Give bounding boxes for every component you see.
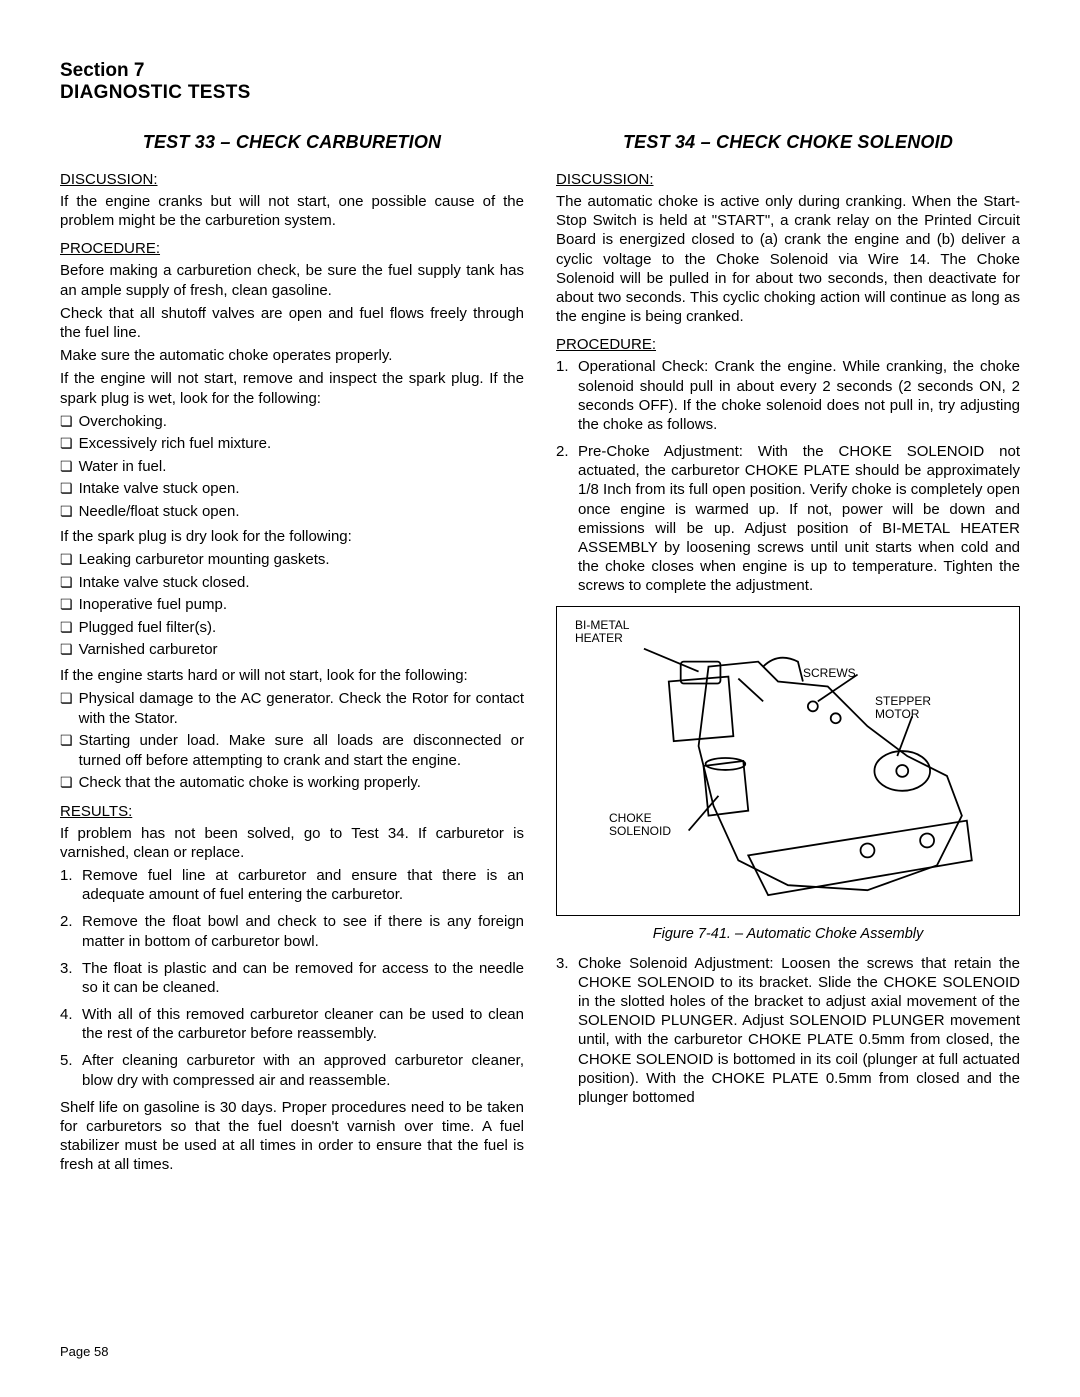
check-item: ❏ Intake valve stuck open. bbox=[60, 479, 524, 499]
check-text: Leaking carburetor mounting gaskets. bbox=[79, 550, 524, 570]
numbered-step: 3.The float is plastic and can be remove… bbox=[60, 959, 524, 997]
check-item: ❏ Water in fuel. bbox=[60, 457, 524, 477]
check-item: ❏ Varnished carburetor bbox=[60, 640, 524, 660]
check-item: ❏ Needle/float stuck open. bbox=[60, 502, 524, 522]
check-text: Starting under load. Make sure all loads… bbox=[79, 731, 524, 770]
step-number: 3. bbox=[556, 954, 578, 1108]
step-number: 1. bbox=[556, 357, 578, 434]
checkbox-icon: ❏ bbox=[60, 731, 73, 750]
numbered-step: 5.After cleaning carburetor with an appr… bbox=[60, 1051, 524, 1089]
checkbox-icon: ❏ bbox=[60, 640, 73, 659]
results-steps-list: 1.Remove fuel line at carburetor and ens… bbox=[60, 866, 524, 1090]
procedure-label: PROCEDURE: bbox=[556, 336, 1020, 353]
fig-label-screws: SCREWS bbox=[803, 667, 856, 680]
step-text: With all of this removed carburetor clea… bbox=[82, 1005, 524, 1043]
proc-step: 3. Choke Solenoid Adjustment: Loosen the… bbox=[556, 954, 1020, 1108]
fig-label-choke: CHOKESOLENOID bbox=[609, 812, 671, 838]
numbered-step: 1.Remove fuel line at carburetor and ens… bbox=[60, 866, 524, 904]
checkbox-icon: ❏ bbox=[60, 550, 73, 569]
checkbox-icon: ❏ bbox=[60, 412, 73, 431]
step-text: Remove fuel line at carburetor and ensur… bbox=[82, 866, 524, 904]
choke-assembly-diagram bbox=[557, 607, 1019, 915]
checkbox-icon: ❏ bbox=[60, 595, 73, 614]
step-number: 1. bbox=[60, 866, 82, 904]
shelf-text: Shelf life on gasoline is 30 days. Prope… bbox=[60, 1098, 524, 1175]
step-text: The float is plastic and can be removed … bbox=[82, 959, 524, 997]
check-item: ❏ Physical damage to the AC generator. Ch… bbox=[60, 689, 524, 728]
checkbox-icon: ❏ bbox=[60, 573, 73, 592]
check-item: ❏ Excessively rich fuel mixture. bbox=[60, 434, 524, 454]
dry-intro: If the spark plug is dry look for the fo… bbox=[60, 527, 524, 546]
step-text: Choke Solenoid Adjustment: Loosen the sc… bbox=[578, 954, 1020, 1108]
numbered-step: 1.Operational Check: Crank the engine. W… bbox=[556, 357, 1020, 434]
checkbox-icon: ❏ bbox=[60, 689, 73, 708]
right-proc-list: 1.Operational Check: Crank the engine. W… bbox=[556, 357, 1020, 595]
hard-intro: If the engine starts hard or will not st… bbox=[60, 666, 524, 685]
step-text: Pre-Choke Adjustment: With the CHOKE SOL… bbox=[578, 442, 1020, 596]
procedure-label: PROCEDURE: bbox=[60, 240, 524, 257]
content-columns: TEST 33 – CHECK CARBURETION DISCUSSION: … bbox=[60, 132, 1020, 1183]
proc-text: Make sure the automatic choke operates p… bbox=[60, 346, 524, 365]
section-number: Section 7 bbox=[60, 60, 1020, 82]
check-text: Plugged fuel filter(s). bbox=[79, 618, 524, 638]
dry-checks-list: ❏ Leaking carburetor mounting gaskets. ❏ In… bbox=[60, 550, 524, 660]
check-text: Excessively rich fuel mixture. bbox=[79, 434, 524, 454]
page-number: Page 58 bbox=[60, 1344, 108, 1359]
figure-box: BI-METALHEATER SCREWS STEPPERMOTOR CHOKE… bbox=[556, 606, 1020, 916]
discussion-text: The automatic choke is active only durin… bbox=[556, 192, 1020, 326]
results-label: RESULTS: bbox=[60, 803, 524, 820]
checkbox-icon: ❏ bbox=[60, 773, 73, 792]
check-text: Inoperative fuel pump. bbox=[79, 595, 524, 615]
check-text: Check that the automatic choke is workin… bbox=[79, 773, 524, 793]
check-text: Physical damage to the AC generator. Che… bbox=[79, 689, 524, 728]
numbered-step: 2.Remove the float bowl and check to see… bbox=[60, 912, 524, 950]
check-item: ❏ Starting under load. Make sure all load… bbox=[60, 731, 524, 770]
discussion-label: DISCUSSION: bbox=[556, 171, 1020, 188]
checkbox-icon: ❏ bbox=[60, 502, 73, 521]
checkbox-icon: ❏ bbox=[60, 457, 73, 476]
test-34-title: TEST 34 – CHECK CHOKE SOLENOID bbox=[556, 132, 1020, 153]
step-number: 2. bbox=[556, 442, 578, 596]
check-text: Needle/float stuck open. bbox=[79, 502, 524, 522]
hard-checks-list: ❏ Physical damage to the AC generator. Ch… bbox=[60, 689, 524, 793]
section-title: DIAGNOSTIC TESTS bbox=[60, 82, 1020, 104]
proc-text: If the engine will not start, remove and… bbox=[60, 369, 524, 407]
check-item: ❏ Overchoking. bbox=[60, 412, 524, 432]
wet-checks-list: ❏ Overchoking. ❏ Excessively rich fuel mixt… bbox=[60, 412, 524, 522]
check-item: ❏ Inoperative fuel pump. bbox=[60, 595, 524, 615]
test-33-title: TEST 33 – CHECK CARBURETION bbox=[60, 132, 524, 153]
check-text: Water in fuel. bbox=[79, 457, 524, 477]
discussion-text: If the engine cranks but will not start,… bbox=[60, 192, 524, 230]
numbered-step: 2.Pre-Choke Adjustment: With the CHOKE S… bbox=[556, 442, 1020, 596]
fig-label-bimetal: BI-METALHEATER bbox=[575, 619, 629, 645]
page-header: Section 7 DIAGNOSTIC TESTS bbox=[60, 60, 1020, 104]
check-item: ❏ Intake valve stuck closed. bbox=[60, 573, 524, 593]
step-text: After cleaning carburetor with an approv… bbox=[82, 1051, 524, 1089]
check-text: Intake valve stuck closed. bbox=[79, 573, 524, 593]
check-text: Intake valve stuck open. bbox=[79, 479, 524, 499]
results-intro: If problem has not been solved, go to Te… bbox=[60, 824, 524, 862]
step-number: 4. bbox=[60, 1005, 82, 1043]
fig-label-stepper: STEPPERMOTOR bbox=[875, 695, 931, 721]
discussion-label: DISCUSSION: bbox=[60, 171, 524, 188]
check-item: ❏ Check that the automatic choke is worki… bbox=[60, 773, 524, 793]
step-number: 3. bbox=[60, 959, 82, 997]
check-text: Varnished carburetor bbox=[79, 640, 524, 660]
step-text: Operational Check: Crank the engine. Whi… bbox=[578, 357, 1020, 434]
check-item: ❏ Plugged fuel filter(s). bbox=[60, 618, 524, 638]
figure-caption: Figure 7-41. – Automatic Choke Assembly bbox=[556, 926, 1020, 942]
checkbox-icon: ❏ bbox=[60, 618, 73, 637]
checkbox-icon: ❏ bbox=[60, 434, 73, 453]
step-number: 5. bbox=[60, 1051, 82, 1089]
check-item: ❏ Leaking carburetor mounting gaskets. bbox=[60, 550, 524, 570]
proc-text: Check that all shutoff valves are open a… bbox=[60, 304, 524, 342]
left-column: TEST 33 – CHECK CARBURETION DISCUSSION: … bbox=[60, 132, 524, 1183]
step-number: 2. bbox=[60, 912, 82, 950]
proc-text: Before making a carburetion check, be su… bbox=[60, 261, 524, 299]
numbered-step: 4.With all of this removed carburetor cl… bbox=[60, 1005, 524, 1043]
right-column: TEST 34 – CHECK CHOKE SOLENOID DISCUSSIO… bbox=[556, 132, 1020, 1183]
checkbox-icon: ❏ bbox=[60, 479, 73, 498]
check-text: Overchoking. bbox=[79, 412, 524, 432]
step-text: Remove the float bowl and check to see i… bbox=[82, 912, 524, 950]
